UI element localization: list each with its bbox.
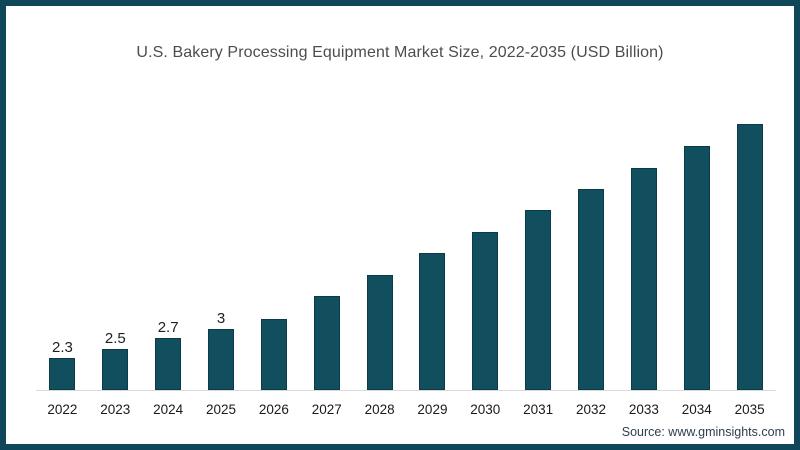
x-tick-2029: 2029 bbox=[417, 402, 448, 417]
bar-column-2029 bbox=[406, 90, 459, 390]
x-tick-2028: 2028 bbox=[364, 402, 395, 417]
x-tick-2032: 2032 bbox=[576, 402, 607, 417]
bar-column-2031 bbox=[512, 90, 565, 390]
x-tick-2023: 2023 bbox=[100, 402, 131, 417]
bar-value-label-2023: 2.5 bbox=[104, 330, 126, 347]
bar-2022 bbox=[49, 358, 76, 390]
source-attribution: Source: www.gminsights.com bbox=[621, 425, 785, 439]
x-tick-2022: 2022 bbox=[47, 402, 78, 417]
x-tick-2025: 2025 bbox=[205, 402, 237, 417]
bar-2023 bbox=[102, 349, 129, 390]
bar-column-2035 bbox=[723, 90, 776, 390]
bar-2028 bbox=[366, 275, 393, 390]
bar-2030 bbox=[472, 232, 499, 390]
x-tick-2030: 2030 bbox=[470, 402, 501, 417]
bar-column-2030 bbox=[459, 90, 512, 390]
x-axis-tick-labels: 2022 2023 2024 2025 2026 2027 2028 2029 2030 2031… bbox=[36, 402, 776, 417]
x-tick-2027: 2027 bbox=[311, 402, 342, 417]
bar-2033 bbox=[630, 168, 657, 390]
bar-2031 bbox=[525, 210, 552, 390]
bar-column-2025: 3 bbox=[195, 90, 248, 390]
bar-column-2032 bbox=[565, 90, 618, 390]
bars-row: 2.3 2.5 2.7 3 bbox=[36, 90, 776, 390]
bar-column-2024: 2.7 bbox=[142, 90, 195, 390]
bar-column-2034 bbox=[670, 90, 723, 390]
x-tick-2031: 2031 bbox=[523, 402, 554, 417]
bar-2034 bbox=[683, 146, 710, 390]
bar-2025 bbox=[208, 329, 234, 390]
bar-column-2026 bbox=[247, 90, 300, 390]
x-tick-2024: 2024 bbox=[153, 402, 184, 417]
x-tick-2033: 2033 bbox=[628, 402, 659, 417]
bar-2035 bbox=[736, 124, 763, 390]
chart-title: U.S. Bakery Processing Equipment Market … bbox=[136, 44, 664, 61]
bar-2029 bbox=[419, 253, 446, 390]
x-tick-2034: 2034 bbox=[681, 402, 712, 417]
bar-2027 bbox=[313, 296, 340, 390]
x-tick-2035: 2035 bbox=[734, 402, 765, 417]
x-axis-line bbox=[36, 390, 776, 391]
bar-value-label-2025: 3 bbox=[216, 310, 226, 327]
bar-column-2023: 2.5 bbox=[89, 90, 142, 390]
bar-2024 bbox=[155, 338, 182, 390]
bar-2032 bbox=[578, 189, 605, 390]
bar-value-label-2024: 2.7 bbox=[157, 319, 179, 336]
bar-column-2027 bbox=[300, 90, 353, 390]
bar-column-2033 bbox=[617, 90, 670, 390]
bar-2026 bbox=[260, 319, 287, 390]
bar-column-2022: 2.3 bbox=[36, 90, 89, 390]
bar-column-2028 bbox=[353, 90, 406, 390]
bar-value-label-2022: 2.3 bbox=[52, 339, 73, 356]
x-tick-2026: 2026 bbox=[258, 402, 289, 417]
